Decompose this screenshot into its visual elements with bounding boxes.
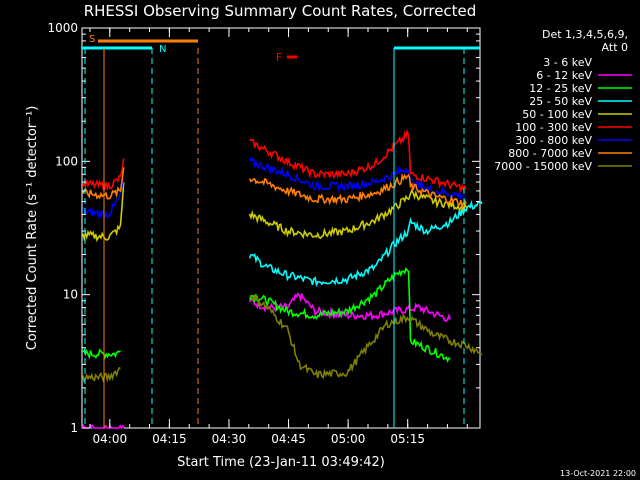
series-3 bbox=[82, 267, 451, 363]
series-9 bbox=[82, 293, 483, 384]
series-line bbox=[82, 158, 125, 192]
series-line bbox=[249, 267, 451, 363]
x-tick-label: 04:45 bbox=[271, 432, 306, 446]
plot-content bbox=[81, 128, 483, 430]
series-4 bbox=[248, 199, 483, 288]
legend-label: 12 - 25 keV bbox=[529, 82, 592, 95]
legend-header-line2: Att 0 bbox=[602, 41, 628, 54]
y-tick-label: 10 bbox=[63, 288, 78, 302]
series-line bbox=[82, 167, 125, 200]
footer-date: 13-Oct-2021 22:00 bbox=[560, 469, 636, 478]
series-line bbox=[82, 348, 122, 360]
series-line bbox=[248, 199, 483, 288]
legend-label: 7000 - 15000 keV bbox=[494, 160, 592, 173]
x-tick-label: 04:15 bbox=[152, 432, 187, 446]
legend-label: 300 - 800 keV bbox=[515, 134, 592, 147]
x-tick-label: 04:00 bbox=[93, 432, 128, 446]
series-7 bbox=[82, 156, 467, 219]
y-tick-label: 100 bbox=[55, 154, 78, 168]
chart-title: RHESSI Observing Summary Count Rates, Co… bbox=[84, 2, 477, 20]
legend-label: 50 - 100 keV bbox=[522, 108, 592, 121]
night-label: N bbox=[159, 44, 166, 55]
series-6 bbox=[82, 128, 467, 192]
series-line bbox=[82, 181, 125, 243]
x-axis-label: Start Time (23-Jan-11 03:49:42) bbox=[177, 455, 385, 470]
saa-label: S bbox=[89, 34, 95, 45]
flare-label: F bbox=[276, 51, 282, 64]
series-line bbox=[82, 367, 121, 384]
legend-label: 100 - 300 keV bbox=[515, 121, 592, 134]
plot-frame bbox=[81, 27, 481, 429]
y-tick-label: 1000 bbox=[47, 21, 78, 35]
legend-label: 800 - 7000 keV bbox=[508, 147, 592, 160]
series-line bbox=[249, 128, 467, 192]
legend-header-line1: Det 1,3,4,5,6,9, bbox=[542, 28, 628, 41]
x-tick-label: 05:00 bbox=[331, 432, 366, 446]
x-tick-label: 05:15 bbox=[390, 432, 425, 446]
y-ticks: 1 10 100 1000 bbox=[47, 21, 480, 435]
series-line bbox=[248, 156, 467, 200]
legend-label: 3 - 6 keV bbox=[543, 56, 592, 69]
legend-label: 6 - 12 keV bbox=[536, 69, 592, 82]
series-line bbox=[248, 172, 467, 210]
y-axis-label: Corrected Count Rate (s⁻¹ detector⁻¹) bbox=[25, 106, 40, 351]
x-tick-label: 04:30 bbox=[212, 432, 247, 446]
annotations: S N F bbox=[82, 34, 480, 428]
x-ticks: 04:00 04:15 04:30 04:45 05:00 05:15 bbox=[89, 28, 468, 446]
series-line bbox=[249, 293, 483, 380]
series-line bbox=[82, 177, 125, 219]
series-line bbox=[248, 325, 353, 407]
legend-label: 25 - 50 keV bbox=[529, 95, 592, 108]
y-tick-label: 1 bbox=[70, 421, 78, 435]
series-8 bbox=[82, 167, 467, 210]
